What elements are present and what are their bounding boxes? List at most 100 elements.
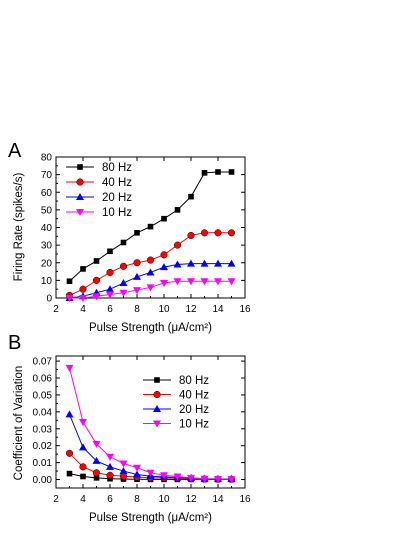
- x-tick-label: 2: [53, 494, 59, 505]
- data-point: [160, 263, 168, 271]
- x-tick-label: 12: [185, 494, 197, 505]
- legend-label: 20 Hz: [102, 192, 132, 204]
- data-point: [92, 276, 101, 284]
- x-tick-label: 8: [134, 304, 140, 315]
- data-point: [79, 419, 87, 426]
- data-point: [147, 223, 154, 230]
- legend-label: 20 Hz: [179, 404, 209, 416]
- x-tick-label: 4: [80, 304, 86, 315]
- data-point: [106, 471, 114, 479]
- data-point: [200, 475, 209, 483]
- panel-label: B: [8, 332, 21, 354]
- legend-marker: [153, 405, 161, 412]
- legend-entry: 40 Hz: [66, 177, 132, 189]
- legend-marker: [154, 377, 160, 383]
- y-tick-label: 0: [46, 294, 52, 305]
- data-point: [133, 470, 141, 478]
- data-point: [119, 289, 128, 297]
- data-point: [214, 278, 222, 286]
- y-tick-label: 0.04: [33, 407, 53, 418]
- data-point: [107, 248, 113, 255]
- data-point: [93, 258, 100, 264]
- legend-entry: 40 Hz: [143, 390, 209, 402]
- series-10-hz: [65, 278, 236, 302]
- series-10-hz: [65, 364, 236, 484]
- data-point: [133, 272, 141, 280]
- legend-entry: 20 Hz: [66, 192, 132, 204]
- y-axis-label: Firing Rate (spikes/s): [13, 173, 25, 282]
- data-point: [227, 278, 236, 286]
- data-point: [187, 259, 195, 267]
- data-point: [187, 474, 195, 482]
- x-tick-label: 10: [158, 304, 170, 315]
- panel-b: B 2 4 6 8 10 12 14 16 0.00 0.01 0.02 0.03 0.04 0.05 0.0…: [8, 332, 251, 524]
- y-tick-label: 50: [41, 205, 53, 216]
- data-point: [173, 241, 182, 249]
- legend-marker: [153, 390, 161, 399]
- legend-label: 80 Hz: [102, 162, 132, 174]
- data-point: [201, 170, 208, 176]
- data-point: [160, 472, 168, 480]
- legend-label: 10 Hz: [102, 207, 132, 219]
- data-point: [160, 280, 168, 288]
- data-point: [106, 291, 114, 299]
- series-20-hz: [65, 259, 236, 301]
- data-point: [214, 476, 222, 484]
- data-point: [227, 259, 236, 267]
- data-point: [106, 453, 114, 461]
- data-point: [200, 259, 209, 267]
- y-tick-label: 0.00: [33, 475, 53, 486]
- data-point: [80, 266, 86, 272]
- data-point: [173, 278, 182, 286]
- y-tick-label: 0.06: [33, 374, 53, 385]
- data-point: [200, 229, 209, 237]
- data-point: [133, 464, 141, 472]
- series-80-hz: [66, 169, 235, 285]
- x-tick-label: 16: [239, 304, 251, 315]
- legend-label: 40 Hz: [102, 177, 132, 189]
- x-tick-label: 14: [212, 494, 224, 505]
- x-tick-label: 4: [80, 494, 86, 505]
- series-40-hz: [65, 229, 236, 299]
- data-point: [119, 467, 128, 475]
- data-point: [200, 278, 209, 286]
- y-tick-label: 40: [41, 223, 53, 234]
- y-tick-label: 0.07: [33, 357, 53, 368]
- x-tick-label: 2: [53, 304, 59, 315]
- data-point: [92, 441, 101, 448]
- legend-marker: [153, 420, 161, 428]
- data-point: [146, 256, 155, 264]
- data-point: [228, 169, 235, 175]
- data-point: [106, 285, 114, 293]
- data-point: [119, 460, 128, 468]
- legend-entry: 80 Hz: [143, 375, 209, 387]
- data-point: [79, 285, 87, 293]
- y-tick-label: 30: [41, 241, 53, 252]
- data-point: [92, 293, 101, 301]
- data-point: [79, 443, 87, 451]
- y-tick-label: 20: [41, 258, 53, 269]
- legend-entry: 10 Hz: [143, 419, 209, 431]
- y-tick-label: 80: [41, 153, 53, 164]
- data-point: [119, 262, 128, 270]
- y-axis-label: Coefficient of Variation: [13, 366, 25, 481]
- data-point: [214, 229, 222, 237]
- data-point: [80, 473, 86, 480]
- legend-label: 10 Hz: [179, 419, 209, 431]
- legend-marker: [76, 193, 84, 200]
- panel-a: A 2 4 6 8 10 12 14 16 0 10 20 30 40 50 60 70 80 Pulse Stre…: [8, 140, 251, 334]
- y-tick-label: 0.03: [33, 424, 53, 435]
- panel-label: A: [8, 140, 22, 162]
- data-point: [133, 287, 141, 295]
- data-point: [65, 410, 74, 418]
- data-point: [79, 463, 87, 471]
- data-point: [187, 278, 195, 286]
- legend-marker: [76, 209, 84, 216]
- data-point: [146, 284, 155, 292]
- y-tick-label: 10: [41, 276, 53, 287]
- legend-label: 40 Hz: [179, 390, 209, 402]
- x-tick-label: 10: [158, 494, 170, 505]
- data-point: [146, 268, 155, 276]
- data-point: [214, 259, 222, 267]
- y-tick-label: 0.05: [33, 390, 53, 401]
